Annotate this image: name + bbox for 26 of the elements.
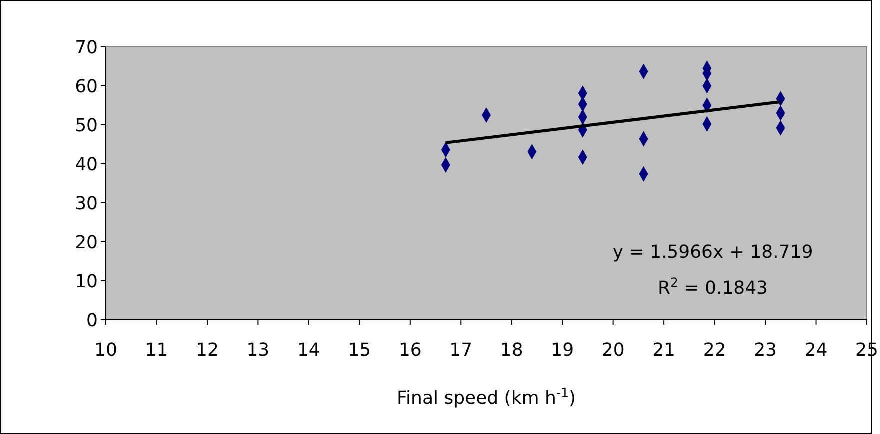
x-tick-label: 11 — [145, 340, 168, 361]
y-tick-label: 40 — [75, 154, 98, 176]
x-tick-label: 17 — [450, 340, 473, 361]
y-tick-label: 10 — [75, 271, 98, 292]
y-tick-label: 50 — [75, 115, 98, 136]
annotation: R$^{2}$ = 0.1843 — [658, 274, 768, 299]
x-axis-title: Final speed (km h$^{-1}$) — [396, 384, 576, 409]
x-tick-label: 12 — [196, 340, 219, 361]
y-tick-label: 30 — [75, 193, 98, 214]
y-tick-label: 0 — [86, 310, 98, 332]
x-tick-label: 19 — [551, 340, 574, 361]
y-tick-label: 20 — [75, 232, 98, 254]
x-tick-label: 21 — [652, 340, 676, 361]
x-tick-label: 15 — [348, 340, 372, 361]
x-tick-label: 18 — [500, 340, 524, 361]
y-tick-label: 60 — [75, 76, 98, 98]
x-tick-label: 10 — [94, 340, 118, 361]
annotation: y = 1.5966x + 18.719 — [612, 242, 814, 263]
x-tick-label: 20 — [602, 340, 625, 361]
x-tick-label: 14 — [297, 340, 320, 361]
y-tick-label: 70 — [75, 37, 98, 58]
x-tick-label: 24 — [804, 340, 828, 361]
x-tick-label: 23 — [754, 340, 777, 361]
x-tick-label: 16 — [398, 340, 422, 361]
x-tick-label: 13 — [246, 340, 270, 361]
x-tick-label: 22 — [703, 340, 726, 361]
